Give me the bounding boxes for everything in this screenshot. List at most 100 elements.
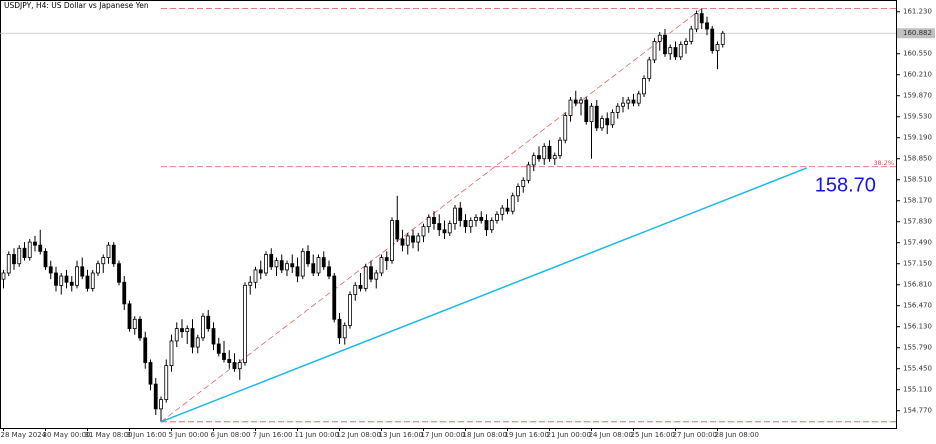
y-tick-label: 155.790: [903, 344, 932, 352]
candle-body: [279, 260, 284, 271]
candle-body: [201, 315, 205, 339]
candle-body: [526, 164, 531, 181]
candle-body: [216, 343, 221, 354]
y-tick-label: 161.230: [903, 8, 932, 16]
candle-body: [54, 272, 58, 286]
candle-body: [85, 275, 90, 289]
candle-body: [295, 266, 300, 277]
candle-body: [657, 34, 662, 42]
fibo-level-label: 38.2%: [873, 159, 894, 167]
y-tick-label: 155.110: [903, 386, 932, 394]
candle-body: [615, 105, 620, 113]
y-tick-label: 159.190: [903, 134, 932, 142]
x-tick-label: 24 Jun 08:00: [589, 431, 633, 439]
candle-body: [479, 216, 484, 221]
candle-body: [631, 99, 636, 104]
candle-body: [290, 263, 295, 268]
candle-body: [458, 207, 463, 221]
candle-body: [589, 105, 594, 123]
candle-body: [516, 186, 520, 197]
candle-body: [594, 105, 599, 129]
candle-body: [547, 145, 552, 160]
y-tick-label: 159.870: [903, 92, 932, 100]
candle-body: [426, 216, 431, 228]
candle-body: [390, 220, 394, 262]
candle-body: [668, 47, 673, 55]
candle-body: [579, 99, 583, 104]
candle-body: [552, 155, 557, 160]
candle-body: [610, 112, 615, 126]
candle-body: [474, 216, 478, 221]
candle-body: [332, 275, 337, 320]
y-tick-label: 157.830: [903, 218, 932, 226]
candle-body: [153, 383, 158, 410]
candle-body: [405, 235, 410, 246]
candle-body: [227, 359, 232, 363]
x-tick-label: 3 Jun 16:00: [127, 431, 167, 439]
candle-body: [495, 213, 499, 221]
y-tick-label: 158.850: [903, 155, 932, 163]
y-tick-label: 157.150: [903, 260, 932, 268]
candle-body: [80, 266, 85, 277]
candle-body: [442, 229, 447, 234]
candle-body: [132, 318, 137, 329]
candle-body: [43, 250, 48, 268]
candle-body: [673, 47, 678, 58]
candle-body: [678, 44, 683, 58]
candle-body: [663, 34, 667, 55]
candle-body: [269, 254, 274, 268]
candle-body: [384, 257, 389, 262]
candle-body: [468, 220, 473, 228]
candle-body: [500, 207, 505, 215]
x-tick-label: 6 Jun 08:00: [211, 431, 251, 439]
candle-body: [222, 352, 226, 360]
candle-body: [353, 284, 358, 295]
candle-body: [374, 272, 379, 280]
candle-body: [59, 275, 64, 286]
y-tick-label: 156.810: [903, 281, 932, 289]
candle-body: [232, 362, 237, 370]
candle-body: [148, 362, 153, 385]
candle-body: [143, 337, 148, 363]
candle-body: [6, 254, 11, 274]
candle-body: [285, 263, 289, 271]
candle-body: [379, 257, 384, 274]
candle-body: [621, 102, 625, 107]
x-tick-label: 17 Jun 00:00: [421, 431, 465, 439]
y-tick-label: 154.770: [903, 407, 932, 415]
candle-body: [689, 28, 694, 42]
candle-body: [169, 340, 174, 367]
candle-body: [90, 272, 95, 289]
candle-body: [642, 78, 646, 95]
candle-body: [38, 244, 43, 252]
candle-body: [453, 207, 457, 224]
candle-body: [33, 241, 37, 246]
candle-body: [75, 266, 79, 286]
current-price-box: [897, 28, 935, 39]
candle-body: [558, 139, 562, 157]
candle-body: [537, 155, 541, 160]
candle-body: [138, 318, 142, 339]
candle-body: [432, 216, 436, 224]
candle-body: [489, 220, 494, 231]
candle-body: [342, 325, 347, 339]
candle-body: [22, 247, 27, 258]
x-tick-label: 28 May 2024: [1, 431, 47, 439]
candle-body: [411, 235, 415, 243]
candle-body: [122, 281, 127, 305]
candle-body: [306, 250, 310, 265]
candle-body: [626, 99, 631, 104]
candle-body: [510, 195, 515, 212]
x-tick-label: 28 Jun 08:00: [715, 431, 759, 439]
chart-title: USDJPY, H4: US Dollar vs Japanese Yen: [4, 1, 149, 10]
x-tick-label: 18 Jun 08:00: [463, 431, 507, 439]
trendline: [160, 167, 808, 423]
candle-body: [521, 179, 526, 187]
y-tick-label: 158.510: [903, 176, 932, 184]
y-tick-label: 158.170: [903, 197, 932, 205]
candle-body: [96, 263, 100, 274]
y-tick-label: 160.550: [903, 50, 932, 58]
candle-body: [327, 266, 331, 277]
candle-body: [1, 272, 6, 280]
